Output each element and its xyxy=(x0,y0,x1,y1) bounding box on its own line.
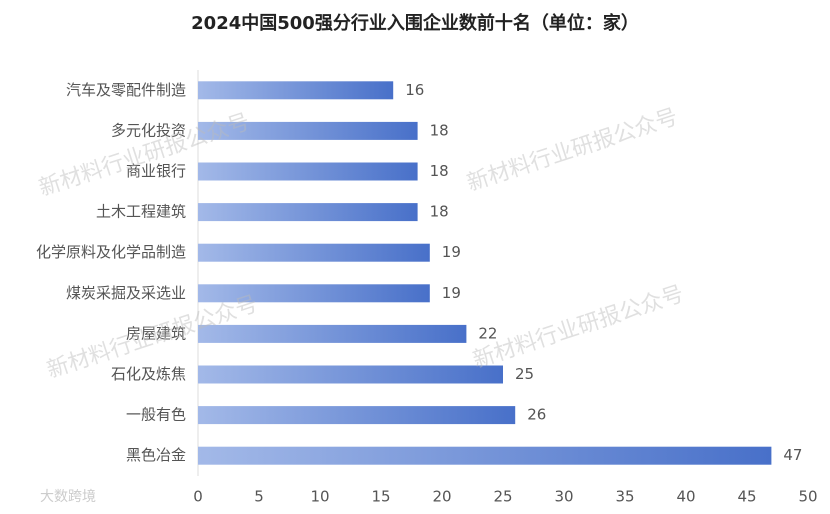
value-label: 16 xyxy=(405,81,424,99)
y-tick-label: 一般有色 xyxy=(126,406,186,424)
watermark: 新材料行业研报公众号 xyxy=(464,105,681,197)
value-label: 19 xyxy=(442,243,461,261)
value-label: 26 xyxy=(527,406,546,424)
y-tick-label: 商业银行 xyxy=(126,162,186,180)
y-tick-label: 房屋建筑 xyxy=(126,324,186,342)
y-tick-label: 黑色冶金 xyxy=(126,446,186,464)
x-tick-label: 10 xyxy=(310,488,329,506)
chart-title: 2024中国500强分行业入围企业数前十名（单位：家） xyxy=(191,12,639,34)
x-tick-label: 25 xyxy=(493,488,512,506)
watermark: 新材料行业研报公众号 xyxy=(470,282,687,374)
bar xyxy=(198,324,467,343)
x-tick-label: 5 xyxy=(254,488,264,506)
y-tick-label: 石化及炼焦 xyxy=(111,365,186,383)
x-tick-label: 45 xyxy=(737,488,756,506)
y-tick-label: 多元化投资 xyxy=(111,121,186,139)
y-tick-label: 煤炭采掘及采选业 xyxy=(66,284,186,302)
bar xyxy=(198,284,430,303)
x-tick-label: 15 xyxy=(371,488,390,506)
value-label: 47 xyxy=(783,446,802,464)
x-tick-label: 50 xyxy=(798,488,817,506)
value-label: 25 xyxy=(515,365,534,383)
y-tick-label: 汽车及零配件制造 xyxy=(66,81,186,99)
source-logo: 大数跨境 xyxy=(40,489,96,505)
value-label: 18 xyxy=(430,121,449,139)
bar xyxy=(198,121,418,140)
x-tick-label: 35 xyxy=(615,488,634,506)
bar xyxy=(198,203,418,222)
bar xyxy=(198,162,418,181)
x-tick-label: 30 xyxy=(554,488,573,506)
value-label: 18 xyxy=(430,203,449,221)
value-label: 18 xyxy=(430,162,449,180)
y-tick-label: 土木工程建筑 xyxy=(96,203,186,221)
x-tick-label: 40 xyxy=(676,488,695,506)
y-tick-label: 化学原料及化学品制造 xyxy=(36,243,186,261)
bar xyxy=(198,365,503,384)
bar xyxy=(198,81,394,100)
x-tick-label: 20 xyxy=(432,488,451,506)
value-label: 22 xyxy=(478,324,497,342)
bar xyxy=(198,446,772,465)
x-tick-label: 0 xyxy=(193,488,203,506)
value-label: 19 xyxy=(442,284,461,302)
bar xyxy=(198,406,516,425)
bar xyxy=(198,243,430,262)
